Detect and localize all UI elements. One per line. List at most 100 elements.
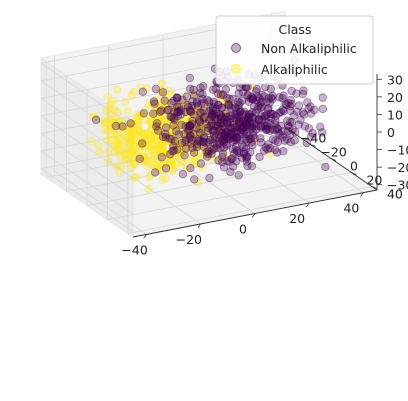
scatter-point	[267, 109, 276, 118]
scatter-point	[239, 129, 248, 139]
scatter-point	[216, 91, 226, 100]
scatter-point	[230, 127, 239, 136]
scatter-point	[192, 142, 202, 152]
scatter-point	[205, 135, 215, 145]
scatter-point	[153, 109, 162, 118]
scatter-point	[258, 122, 267, 131]
scatter-point	[249, 128, 258, 137]
scatter-point	[242, 118, 251, 127]
scatter-point	[127, 153, 137, 163]
scatter-point	[184, 118, 194, 128]
scatter-point	[228, 100, 237, 109]
scatter-point	[129, 150, 138, 159]
scatter-point	[222, 134, 231, 143]
scatter-point	[173, 140, 183, 149]
scatter-point	[152, 137, 162, 146]
scatter-point	[244, 91, 253, 100]
scatter-point	[176, 130, 185, 139]
scatter-point	[169, 141, 178, 151]
scatter-point	[230, 113, 239, 123]
scatter-point	[234, 89, 243, 98]
scatter-point	[194, 115, 204, 125]
scatter-point	[160, 98, 170, 108]
scatter-point	[199, 112, 209, 122]
scatter-point	[193, 101, 203, 111]
y-tick-mark	[371, 186, 378, 189]
scatter-point	[177, 138, 187, 147]
scatter-point	[282, 100, 291, 109]
scatter-point	[173, 148, 183, 157]
scatter-points	[87, 56, 330, 194]
legend: Class Non Alkaliphilic Alkaliphilic	[215, 15, 374, 85]
scatter-point	[214, 130, 224, 139]
scatter-point	[178, 140, 187, 149]
scatter-point	[116, 145, 125, 154]
scatter-point	[232, 122, 241, 132]
scatter-point	[211, 143, 221, 153]
scatter-point	[148, 133, 157, 143]
scatter-point	[131, 124, 140, 133]
scatter-point	[262, 121, 271, 131]
scatter-point	[185, 84, 195, 93]
scatter-point	[207, 154, 217, 164]
scatter-point	[268, 91, 277, 101]
scatter-point	[213, 116, 222, 126]
scatter-point	[294, 101, 304, 110]
scatter-point	[214, 156, 223, 165]
scatter-point	[208, 126, 217, 135]
scatter-point	[220, 132, 230, 141]
scatter-point	[219, 132, 228, 142]
scatter-point	[203, 95, 212, 104]
scatter-point	[165, 134, 174, 143]
scatter-point	[172, 114, 181, 123]
scatter-point	[118, 117, 128, 127]
scatter-point	[183, 164, 193, 173]
scatter-point	[189, 129, 198, 139]
scatter-point	[201, 138, 211, 148]
grid-back-z	[40, 103, 286, 152]
scatter-point	[192, 105, 201, 114]
scatter-point	[106, 135, 116, 145]
y-tick-mark	[351, 172, 357, 175]
scatter-point	[185, 121, 194, 130]
scatter-point	[157, 103, 167, 112]
scatter-point	[173, 145, 182, 154]
scatter-point	[157, 159, 166, 168]
scatter-point	[248, 107, 257, 117]
scatter-point	[169, 146, 178, 155]
scatter-point	[172, 93, 182, 103]
scatter-point	[286, 102, 295, 111]
scatter-point	[139, 130, 149, 140]
scatter-point	[125, 122, 134, 131]
scatter-point	[115, 168, 124, 177]
scatter-point	[221, 132, 230, 141]
scatter-point	[232, 146, 241, 155]
scatter-point	[192, 152, 202, 161]
scatter-point	[166, 161, 176, 170]
scatter-point	[257, 102, 267, 111]
scatter-point	[245, 134, 254, 144]
scatter-point	[156, 115, 166, 124]
scatter-point	[207, 149, 216, 158]
scatter-point	[222, 112, 232, 122]
scatter-point	[253, 92, 262, 101]
scatter-point	[244, 131, 253, 140]
scatter-point	[283, 116, 292, 125]
grid-lines	[40, 13, 372, 235]
scatter-point	[178, 93, 187, 102]
scatter-point	[225, 111, 235, 120]
scatter-point	[180, 129, 189, 139]
scatter-point	[254, 115, 263, 125]
scatter-point	[318, 104, 327, 114]
scatter-point	[245, 117, 254, 127]
scatter-point	[140, 139, 149, 149]
scatter-point	[232, 134, 242, 143]
scatter-point	[161, 129, 170, 139]
scatter-point	[252, 125, 261, 134]
z-tick-label: 20	[387, 90, 403, 105]
scatter-point	[221, 109, 231, 119]
scatter-point	[246, 134, 255, 143]
scatter-point	[218, 118, 228, 127]
scatter-point	[207, 146, 217, 155]
scatter-point	[238, 88, 248, 97]
